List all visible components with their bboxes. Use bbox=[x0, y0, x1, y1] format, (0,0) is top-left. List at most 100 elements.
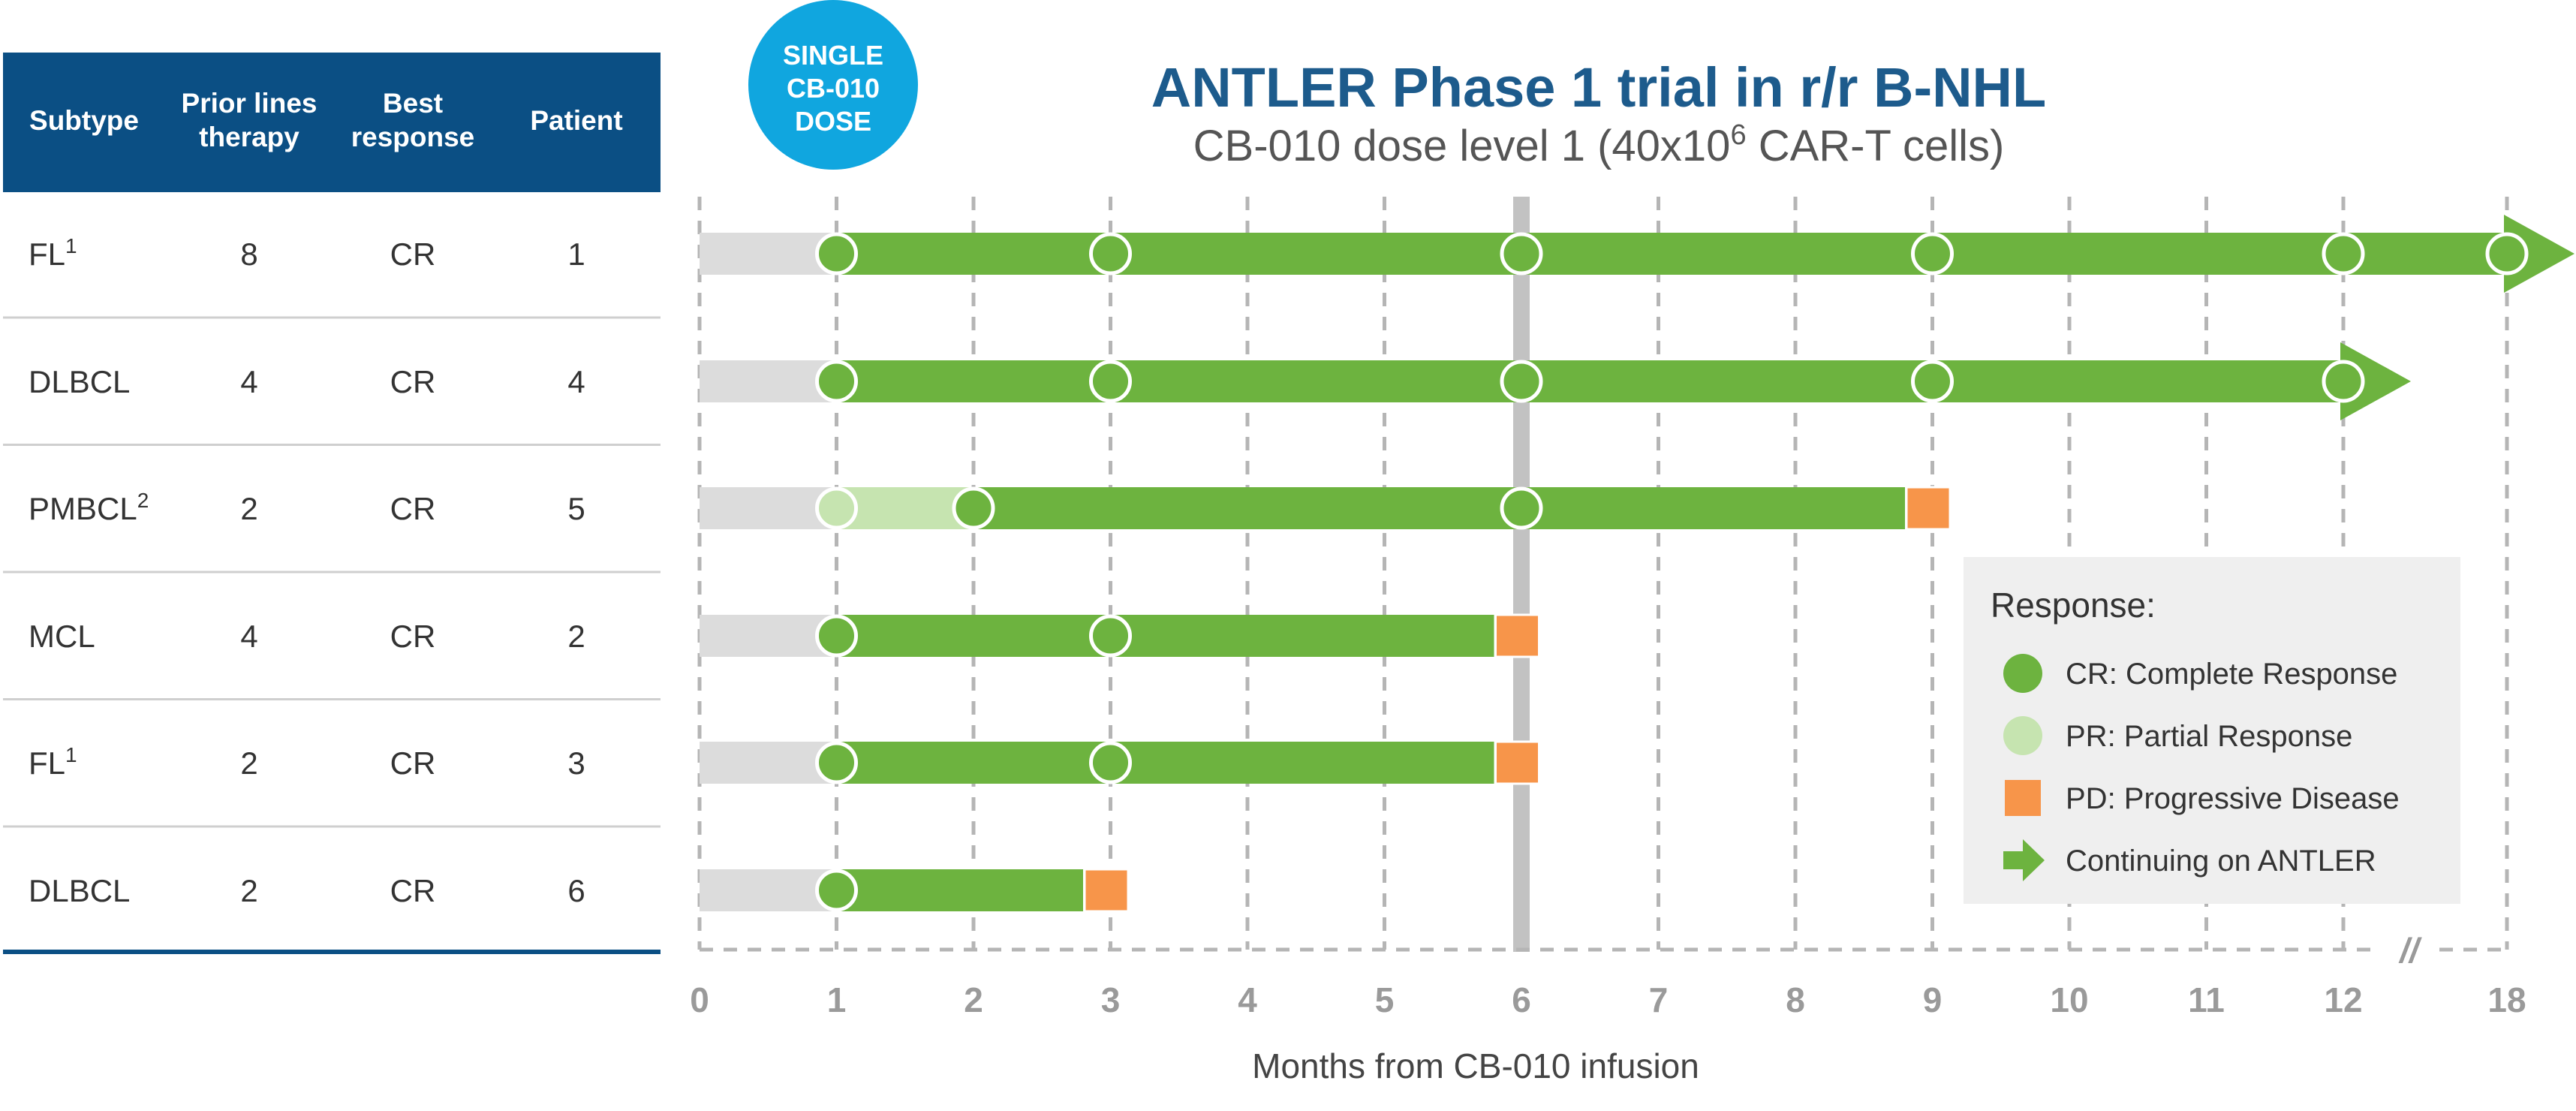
x-tick-label: 1 bbox=[827, 980, 847, 1019]
x-tick-label: 5 bbox=[1375, 980, 1395, 1019]
table-header-cell: Prior lines bbox=[182, 88, 317, 119]
assessment-marker-cr bbox=[1089, 232, 1132, 275]
legend-swatch bbox=[2005, 780, 2041, 816]
table-header-background bbox=[3, 53, 661, 192]
progressive-disease-marker bbox=[1905, 486, 1952, 531]
assessment-marker-cr bbox=[815, 614, 858, 658]
patient-row-3 bbox=[700, 740, 1540, 785]
complete-response-bar bbox=[974, 487, 1905, 529]
assessment-marker-cr bbox=[1500, 232, 1543, 275]
legend-item-pd: PD: Progressive Disease bbox=[2005, 780, 2400, 816]
table-cell-patient: 4 bbox=[567, 364, 585, 399]
legend-swatch bbox=[2003, 839, 2045, 881]
x-tick-label: 0 bbox=[690, 980, 709, 1019]
table-cell-prior: 2 bbox=[240, 745, 257, 781]
assessment-marker-cr bbox=[1911, 232, 1954, 275]
table-header-cell: Best bbox=[383, 88, 443, 119]
table-cell-response: CR bbox=[390, 873, 436, 908]
assessment-marker-cr bbox=[1089, 360, 1132, 403]
table-header-cell: Patient bbox=[530, 105, 622, 136]
badge-line1: SINGLE bbox=[783, 40, 883, 71]
table-body: FL1 8 CR 1 DLBCL 4 CR 4 PMBCL2 2 CR 5 MCL 4 CR 2 FL1 2 CR 3… bbox=[3, 234, 661, 954]
continuing-arrow bbox=[2340, 342, 2411, 420]
assessment-marker-cr bbox=[1911, 360, 1954, 403]
x-tick-label: 9 bbox=[1923, 980, 1943, 1019]
assessment-marker-cr bbox=[2322, 232, 2365, 275]
patient-row-5 bbox=[700, 486, 1952, 531]
x-tick-label: 10 bbox=[2050, 980, 2088, 1019]
patient-row-2 bbox=[700, 613, 1540, 658]
pre-infusion-bar bbox=[700, 742, 837, 784]
assessment-marker-pr bbox=[815, 486, 858, 530]
complete-response-bar bbox=[836, 615, 1494, 657]
x-axis-label: Months from CB-010 infusion bbox=[1252, 1046, 1699, 1085]
assessment-marker-cr bbox=[1089, 614, 1132, 658]
progressive-disease-marker bbox=[1494, 613, 1540, 658]
progressive-disease-marker bbox=[1083, 868, 1130, 913]
table-cell-prior: 4 bbox=[240, 619, 257, 654]
chart-bars bbox=[700, 215, 2574, 913]
badge-line2: CB-010 bbox=[787, 73, 880, 104]
x-tick-label: 2 bbox=[964, 980, 983, 1019]
chart-title: ANTLER Phase 1 trial in r/r B-NHL bbox=[1151, 56, 2046, 119]
complete-response-bar bbox=[836, 360, 2343, 402]
legend-label: PR: Partial Response bbox=[2066, 720, 2352, 753]
x-tick-label: 11 bbox=[2188, 980, 2225, 1019]
x-tick-label: 8 bbox=[1786, 980, 1805, 1019]
patient-row-1 bbox=[700, 215, 2574, 293]
chart-grid: // bbox=[697, 197, 2509, 970]
patient-row-6 bbox=[700, 868, 1130, 913]
pre-infusion-bar bbox=[700, 869, 837, 911]
assessment-marker-cr bbox=[815, 741, 858, 784]
patient-row-4 bbox=[700, 342, 2411, 420]
legend-swatch bbox=[2003, 654, 2042, 693]
x-tick-label: 18 bbox=[2487, 980, 2526, 1019]
pre-infusion-bar bbox=[700, 233, 837, 275]
table-cell-subtype: DLBCL bbox=[29, 364, 130, 399]
table-cell-patient: 3 bbox=[567, 745, 585, 781]
legend-label: CR: Complete Response bbox=[2066, 658, 2397, 691]
table-cell-patient: 2 bbox=[567, 619, 585, 654]
assessment-marker-cr bbox=[1500, 360, 1543, 403]
complete-response-bar bbox=[836, 742, 1494, 784]
table-header-cell: therapy bbox=[199, 122, 299, 152]
assessment-marker-cr bbox=[1089, 741, 1132, 784]
axis-break-symbol: // bbox=[2398, 931, 2422, 970]
chart-subtitle: CB-010 dose level 1 (40x106 CAR-T cells) bbox=[1193, 119, 2005, 170]
assessment-marker-cr bbox=[815, 360, 858, 403]
x-tick-label: 7 bbox=[1649, 980, 1669, 1019]
x-tick-label: 6 bbox=[1512, 980, 1531, 1019]
table-cell-prior: 2 bbox=[240, 873, 257, 908]
pre-infusion-bar bbox=[700, 615, 837, 657]
complete-response-bar bbox=[836, 233, 2507, 275]
table-cell-response: CR bbox=[390, 619, 436, 654]
x-tick-label: 4 bbox=[1238, 980, 1257, 1019]
table-cell-subtype: FL1 bbox=[29, 743, 77, 781]
legend-label: Continuing on ANTLER bbox=[2066, 845, 2376, 878]
table-cell-patient: 5 bbox=[567, 491, 585, 526]
table-cell-patient: 1 bbox=[567, 236, 585, 272]
table-cell-response: CR bbox=[390, 364, 436, 399]
assessment-marker-cr bbox=[1500, 486, 1543, 530]
table-cell-prior: 8 bbox=[240, 236, 257, 272]
legend-swatch bbox=[2003, 716, 2042, 755]
legend-item-pr: PR: Partial Response bbox=[2003, 716, 2352, 755]
legend-item-continuing: Continuing on ANTLER bbox=[2003, 839, 2376, 881]
legend-item-cr: CR: Complete Response bbox=[2003, 654, 2397, 693]
pre-infusion-bar bbox=[700, 487, 837, 529]
legend-label: PD: Progressive Disease bbox=[2066, 782, 2400, 815]
complete-response-bar bbox=[836, 869, 1083, 911]
x-tick-label: 12 bbox=[2324, 980, 2362, 1019]
continuing-arrow bbox=[2504, 215, 2574, 293]
badge-line3: DOSE bbox=[795, 106, 871, 137]
progressive-disease-marker bbox=[1494, 740, 1540, 785]
legend: Response: CR: Complete Response PR: Partia… bbox=[1964, 557, 2460, 904]
table-cell-subtype: FL1 bbox=[29, 234, 77, 272]
assessment-marker-cr bbox=[952, 486, 995, 530]
table-cell-response: CR bbox=[390, 236, 436, 272]
partial-response-bar bbox=[836, 487, 974, 529]
table-cell-subtype: PMBCL2 bbox=[29, 489, 149, 526]
table-cell-prior: 2 bbox=[240, 491, 257, 526]
